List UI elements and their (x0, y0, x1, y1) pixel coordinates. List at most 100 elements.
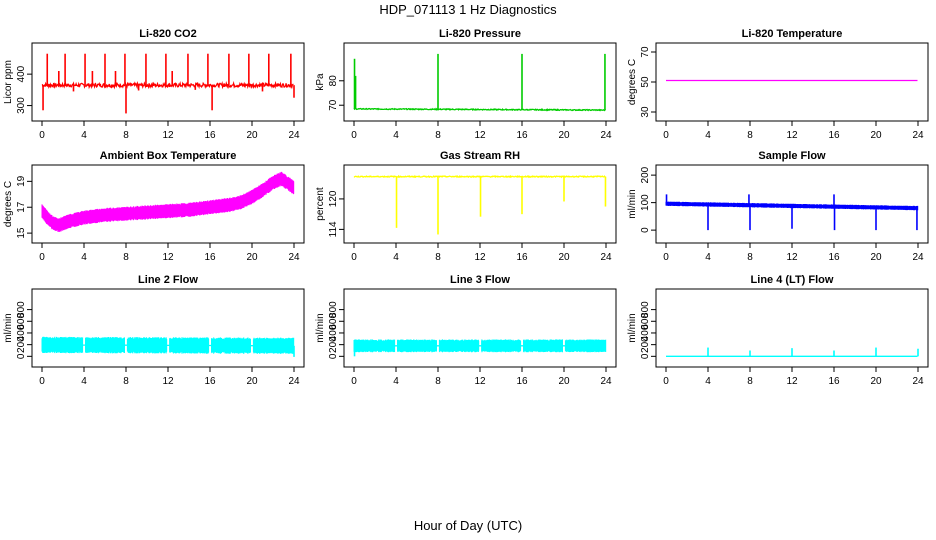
y-tick-label: 800 (328, 301, 339, 318)
y-axis-label: ml/min (3, 313, 14, 342)
x-tick-label: 4 (705, 130, 711, 141)
x-tick-label: 4 (393, 376, 399, 387)
x-tick-label: 0 (351, 252, 357, 263)
panel-title: Line 4 (LT) Flow (751, 274, 834, 286)
figure-title: HDP_071113 1 Hz Diagnostics (379, 2, 557, 17)
x-tick-label: 0 (39, 252, 45, 263)
x-tick-label: 20 (558, 376, 570, 387)
y-tick-label: 400 (16, 324, 27, 341)
x-tick-label: 20 (558, 252, 570, 263)
y-tick-label: 80 (328, 75, 339, 87)
x-tick-label: 0 (39, 130, 45, 141)
y-tick-label: 300 (16, 97, 27, 114)
y-tick-label: 400 (640, 324, 651, 341)
x-tick-label: 0 (39, 376, 45, 387)
x-tick-label: 0 (663, 252, 669, 263)
x-tick-label: 20 (870, 252, 882, 263)
series-band (41, 171, 295, 232)
x-tick-label: 12 (162, 252, 174, 263)
y-tick-label: 114 (328, 221, 339, 237)
y-tick-label: 200 (16, 336, 27, 353)
x-tick-label: 16 (828, 376, 840, 387)
x-tick-label: 4 (393, 130, 399, 141)
x-tick-label: 12 (786, 252, 798, 263)
x-tick-label: 12 (162, 130, 174, 141)
x-tick-label: 4 (705, 376, 711, 387)
panel-title: Gas Stream RH (440, 150, 520, 162)
y-tick-label: 200 (640, 166, 651, 183)
series-line (41, 178, 294, 227)
y-tick-label: 0 (328, 353, 339, 359)
x-tick-label: 20 (246, 252, 258, 263)
y-tick-label: 17 (16, 201, 27, 213)
x-tick-label: 12 (786, 376, 798, 387)
panel-title: Li-820 CO2 (139, 28, 196, 40)
y-tick-label: 200 (640, 336, 651, 353)
x-tick-label: 8 (123, 376, 129, 387)
x-tick-label: 16 (204, 376, 216, 387)
x-tick-label: 8 (435, 130, 441, 141)
y-tick-label: 200 (328, 336, 339, 353)
series-line (42, 344, 294, 347)
series-line (41, 80, 294, 90)
x-tick-label: 24 (600, 376, 612, 387)
x-tick-label: 24 (600, 130, 612, 141)
x-tick-label: 24 (912, 376, 924, 387)
x-tick-label: 0 (663, 130, 669, 141)
y-axis-label: ml/min (627, 313, 638, 342)
x-tick-label: 24 (912, 252, 924, 263)
y-tick-label: 0 (640, 353, 651, 359)
y-tick-label: 50 (640, 76, 651, 88)
panel-3: Li-820 Temperature 0 4 8 12 16 20 24 30 50 70degre… (627, 28, 929, 141)
x-tick-label: 20 (870, 376, 882, 387)
y-axis-label: degrees C (627, 59, 638, 105)
y-axis-label: percent (315, 187, 326, 221)
x-tick-label: 12 (474, 130, 486, 141)
panel-title: Sample Flow (758, 150, 826, 162)
y-tick-label: 70 (640, 46, 651, 58)
y-tick-label: 800 (16, 301, 27, 318)
y-tick-label: 600 (16, 313, 27, 330)
x-tick-label: 20 (870, 130, 882, 141)
x-tick-label: 0 (663, 376, 669, 387)
y-axis-label: ml/min (315, 313, 326, 342)
x-tick-label: 20 (246, 376, 258, 387)
y-tick-label: 0 (16, 353, 27, 359)
series-line (353, 107, 607, 112)
x-tick-label: 24 (288, 252, 300, 263)
x-tick-label: 8 (747, 252, 753, 263)
y-tick-label: 70 (328, 99, 339, 111)
x-tick-label: 16 (516, 376, 528, 387)
x-tick-label: 24 (600, 252, 612, 263)
x-tick-label: 4 (705, 252, 711, 263)
x-tick-label: 24 (288, 376, 300, 387)
x-tick-label: 16 (828, 130, 840, 141)
y-tick-label: 400 (328, 324, 339, 341)
plot-frame (343, 288, 617, 368)
y-axis-label: degrees C (3, 181, 14, 227)
x-tick-label: 8 (747, 130, 753, 141)
panel-title: Line 3 Flow (450, 274, 510, 286)
y-tick-label: 15 (16, 227, 27, 239)
x-tick-label: 16 (204, 130, 216, 141)
y-tick-label: 30 (640, 106, 651, 118)
y-tick-label: 120 (328, 190, 339, 207)
x-tick-label: 4 (393, 252, 399, 263)
x-tick-label: 24 (288, 130, 300, 141)
x-tick-label: 16 (204, 252, 216, 263)
plot-frame (31, 164, 305, 244)
x-tick-label: 16 (828, 252, 840, 263)
panel-title: Ambient Box Temperature (100, 150, 237, 162)
y-tick-label: 19 (16, 175, 27, 187)
y-tick-label: 600 (640, 313, 651, 330)
x-axis-title: Hour of Day (UTC) (413, 518, 523, 533)
panel-title: Li-820 Pressure (439, 28, 521, 40)
plot-frame (31, 42, 305, 122)
